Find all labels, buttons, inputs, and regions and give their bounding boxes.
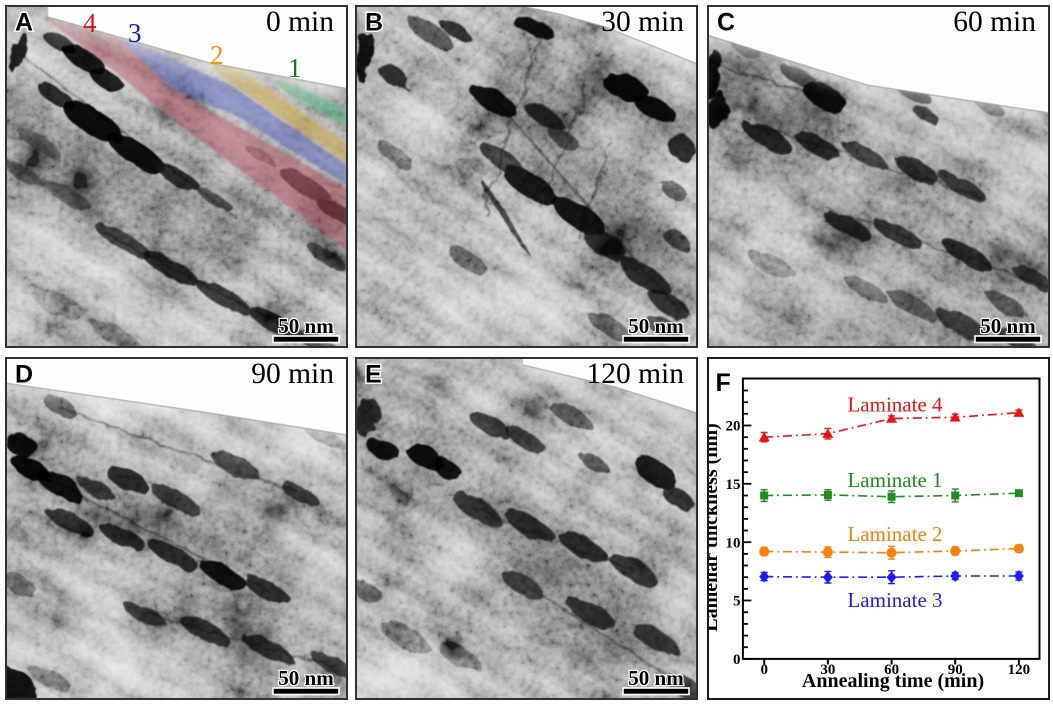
svg-text:Annealing time (min): Annealing time (min): [801, 670, 983, 692]
svg-text:120: 120: [1007, 662, 1030, 678]
svg-text:0: 0: [733, 652, 741, 668]
svg-text:0: 0: [760, 662, 768, 678]
svg-text:20: 20: [725, 418, 740, 434]
svg-text:0 min: 0 min: [265, 6, 333, 38]
svg-text:A: A: [15, 9, 33, 37]
svg-text:30 min: 30 min: [601, 6, 684, 38]
svg-text:50 nm: 50 nm: [628, 314, 684, 338]
svg-text:F: F: [715, 369, 730, 397]
svg-text:Lamellar thickness (nm): Lamellar thickness (nm): [707, 423, 722, 632]
svg-text:50 nm: 50 nm: [278, 666, 334, 690]
svg-text:90 min: 90 min: [251, 357, 334, 389]
svg-text:50 nm: 50 nm: [628, 666, 684, 690]
svg-text:60 min: 60 min: [953, 6, 1036, 38]
svg-text:E: E: [365, 360, 382, 388]
svg-text:Laminate 3: Laminate 3: [847, 588, 942, 612]
svg-text:15: 15: [725, 477, 740, 493]
svg-text:10: 10: [725, 535, 740, 551]
svg-text:Laminate 4: Laminate 4: [847, 392, 943, 416]
svg-text:120 min: 120 min: [586, 357, 684, 389]
svg-text:3: 3: [128, 18, 142, 48]
svg-text:Laminate 1: Laminate 1: [847, 468, 942, 492]
svg-text:D: D: [15, 360, 33, 388]
svg-text:90: 90: [947, 662, 962, 678]
svg-text:60: 60: [884, 662, 899, 678]
svg-text:30: 30: [820, 662, 835, 678]
svg-text:2: 2: [210, 40, 224, 70]
svg-text:4: 4: [83, 8, 97, 38]
svg-text:1: 1: [288, 53, 302, 83]
svg-text:Laminate 2: Laminate 2: [847, 522, 942, 546]
svg-text:50 nm: 50 nm: [278, 314, 334, 338]
svg-text:B: B: [365, 9, 383, 37]
svg-text:50 nm: 50 nm: [980, 314, 1036, 338]
svg-text:C: C: [717, 9, 735, 37]
svg-text:5: 5: [733, 593, 741, 609]
